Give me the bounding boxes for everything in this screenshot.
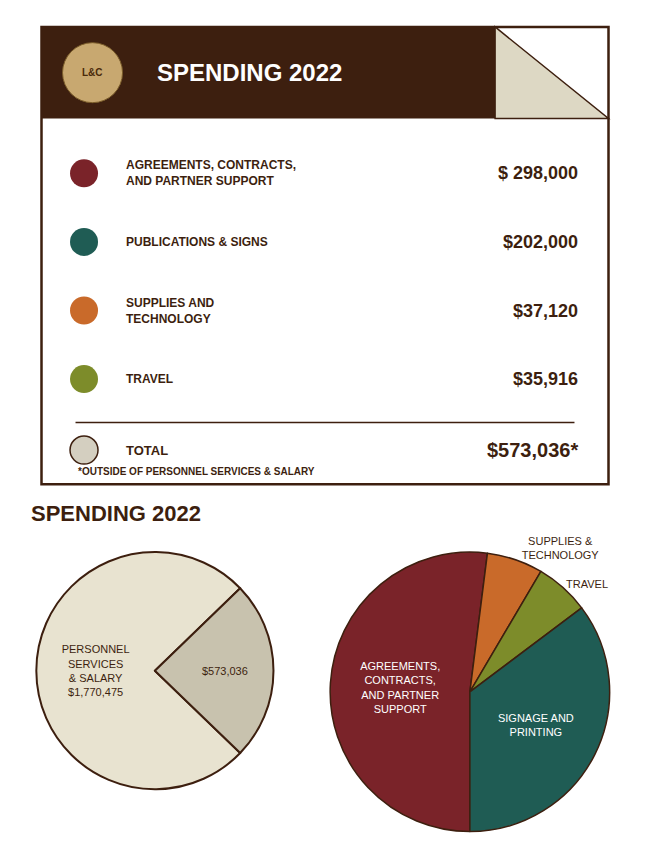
svg-text:AGREEMENTS, CONTRACTS,AND PART: AGREEMENTS, CONTRACTS,AND PARTNER SUPPOR… [126, 158, 296, 188]
svg-text:TOTAL: TOTAL [126, 443, 168, 458]
svg-text:$35,916: $35,916 [513, 369, 578, 389]
svg-text:$202,000: $202,000 [503, 232, 578, 252]
svg-text:PERSONNELSERVICES& SALARY$1,77: PERSONNELSERVICES& SALARY$1,770,475 [62, 643, 130, 698]
svg-text:AGREEMENTS,CONTRACTS,AND PARTN: AGREEMENTS,CONTRACTS,AND PARTNERSUPPORT [360, 660, 440, 715]
svg-text:$573,036*: $573,036* [487, 439, 578, 461]
svg-text:SPENDING 2022: SPENDING 2022 [31, 501, 201, 526]
svg-text:*OUTSIDE OF PERSONNEL SERVICES: *OUTSIDE OF PERSONNEL SERVICES & SALARY [78, 466, 315, 477]
svg-text:$573,036: $573,036 [202, 665, 248, 677]
svg-text:$37,120: $37,120 [513, 301, 578, 321]
svg-text:SUPPLIES ANDTECHNOLOGY: SUPPLIES ANDTECHNOLOGY [126, 296, 215, 326]
svg-text:PUBLICATIONS & SIGNS: PUBLICATIONS & SIGNS [126, 235, 268, 249]
svg-text:SUPPLIES &TECHNOLOGY: SUPPLIES &TECHNOLOGY [522, 535, 600, 561]
svg-text:TRAVEL: TRAVEL [566, 578, 608, 590]
svg-text:$ 298,000: $ 298,000 [498, 163, 578, 183]
svg-text:L&C: L&C [82, 67, 103, 78]
svg-text:TRAVEL: TRAVEL [126, 372, 173, 386]
svg-text:SIGNAGE ANDPRINTING: SIGNAGE ANDPRINTING [498, 712, 574, 738]
svg-text:SPENDING 2022: SPENDING 2022 [157, 59, 342, 86]
